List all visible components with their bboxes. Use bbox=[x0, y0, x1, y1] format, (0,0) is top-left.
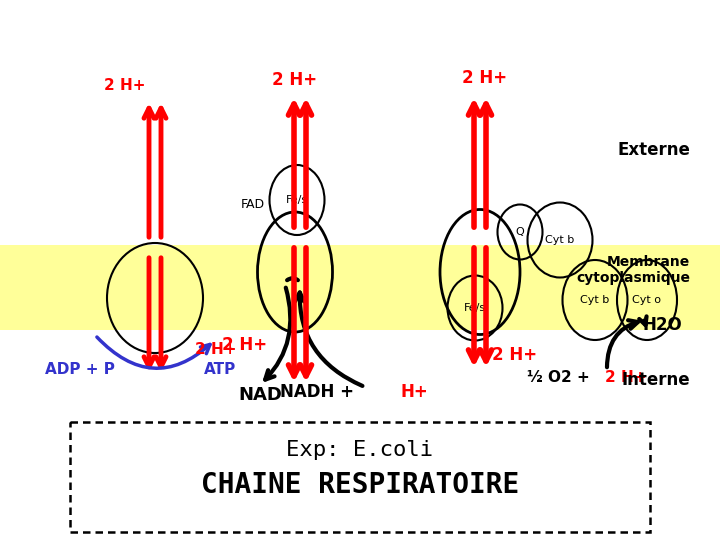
Text: Membrane
cytoplasmique: Membrane cytoplasmique bbox=[576, 255, 690, 285]
Text: 2 H+: 2 H+ bbox=[272, 71, 318, 89]
FancyArrowPatch shape bbox=[607, 320, 638, 367]
Text: 2 H+: 2 H+ bbox=[195, 342, 236, 357]
Text: ADP + P: ADP + P bbox=[45, 362, 115, 377]
FancyArrowPatch shape bbox=[639, 316, 647, 325]
Text: H+: H+ bbox=[400, 383, 428, 401]
Text: FAD: FAD bbox=[241, 199, 265, 212]
FancyArrowPatch shape bbox=[287, 278, 298, 280]
Text: Externe: Externe bbox=[617, 141, 690, 159]
Text: Cyt b: Cyt b bbox=[580, 295, 610, 305]
Text: ATP: ATP bbox=[204, 362, 236, 377]
Text: H2O: H2O bbox=[642, 316, 682, 334]
Text: Exp: E.coli: Exp: E.coli bbox=[287, 440, 433, 460]
FancyArrowPatch shape bbox=[265, 288, 290, 380]
FancyBboxPatch shape bbox=[70, 422, 650, 532]
Text: CHAINE RESPIRATOIRE: CHAINE RESPIRATOIRE bbox=[201, 471, 519, 499]
Text: NADH +: NADH + bbox=[280, 383, 360, 401]
Text: Cyt b: Cyt b bbox=[545, 235, 575, 245]
Text: 2 H+: 2 H+ bbox=[222, 336, 268, 354]
Text: NAD: NAD bbox=[238, 386, 282, 404]
Text: 2 H+: 2 H+ bbox=[605, 370, 647, 386]
Text: 2 H+: 2 H+ bbox=[492, 346, 538, 364]
FancyArrowPatch shape bbox=[97, 337, 210, 368]
Bar bbox=[0, 245, 720, 330]
Text: 2 H+: 2 H+ bbox=[104, 78, 145, 92]
Text: Fe/s: Fe/s bbox=[464, 303, 486, 313]
Text: Cyt o: Cyt o bbox=[632, 295, 662, 305]
Text: 2 H+: 2 H+ bbox=[462, 69, 508, 87]
Text: Fe/s: Fe/s bbox=[286, 195, 308, 205]
Text: Interne: Interne bbox=[621, 371, 690, 389]
Text: ½ O2 +: ½ O2 + bbox=[527, 370, 595, 386]
FancyArrowPatch shape bbox=[295, 293, 362, 386]
Text: Q: Q bbox=[516, 227, 524, 237]
